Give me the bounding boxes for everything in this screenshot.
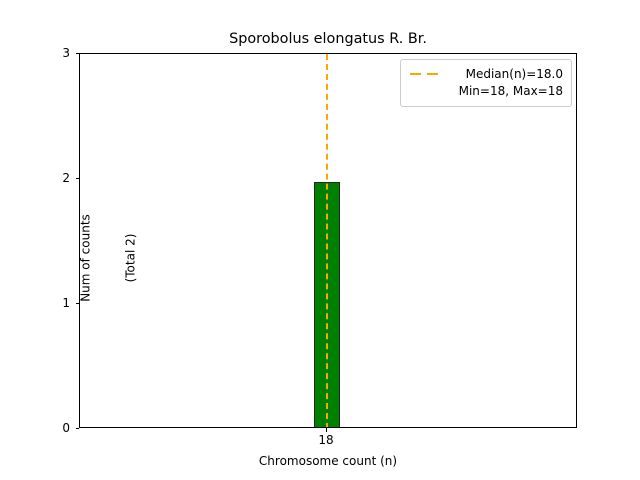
x-tick-mark-18 xyxy=(325,428,327,432)
legend-median-label: Median(n)=18.0 xyxy=(465,67,563,81)
median-line xyxy=(326,54,328,427)
y-tick-label-3: 3 xyxy=(62,46,70,60)
legend-minmax-label: Min=18, Max=18 xyxy=(458,84,563,98)
dashed-line-icon xyxy=(409,66,443,83)
y-axis-label: Num of counts (Total 2) xyxy=(49,71,169,446)
plot-inner xyxy=(80,54,576,427)
y-tick-label-1: 1 xyxy=(62,296,70,310)
legend-entry-median: Median(n)=18.0 Min=18, Max=18 xyxy=(409,66,563,100)
y-axis-label-line1: Num of counts xyxy=(78,214,93,302)
x-axis-label: Chromosome count (n) xyxy=(258,454,398,468)
y-tick-mark-1 xyxy=(75,303,79,305)
legend: Median(n)=18.0 Min=18, Max=18 xyxy=(400,59,572,107)
y-tick-mark-3 xyxy=(75,53,79,55)
y-tick-label-0: 0 xyxy=(62,421,70,435)
y-axis-label-line2: (Total 2) xyxy=(123,233,138,283)
y-tick-label-2: 2 xyxy=(62,171,70,185)
y-tick-mark-2 xyxy=(75,178,79,180)
chart-title: Sporobolus elongatus R. Br. xyxy=(229,31,427,47)
y-tick-mark-0 xyxy=(75,428,79,430)
x-tick-label-18: 18 xyxy=(318,433,334,447)
legend-entry-text: Median(n)=18.0 Min=18, Max=18 xyxy=(451,66,563,100)
plot-area xyxy=(79,53,577,428)
